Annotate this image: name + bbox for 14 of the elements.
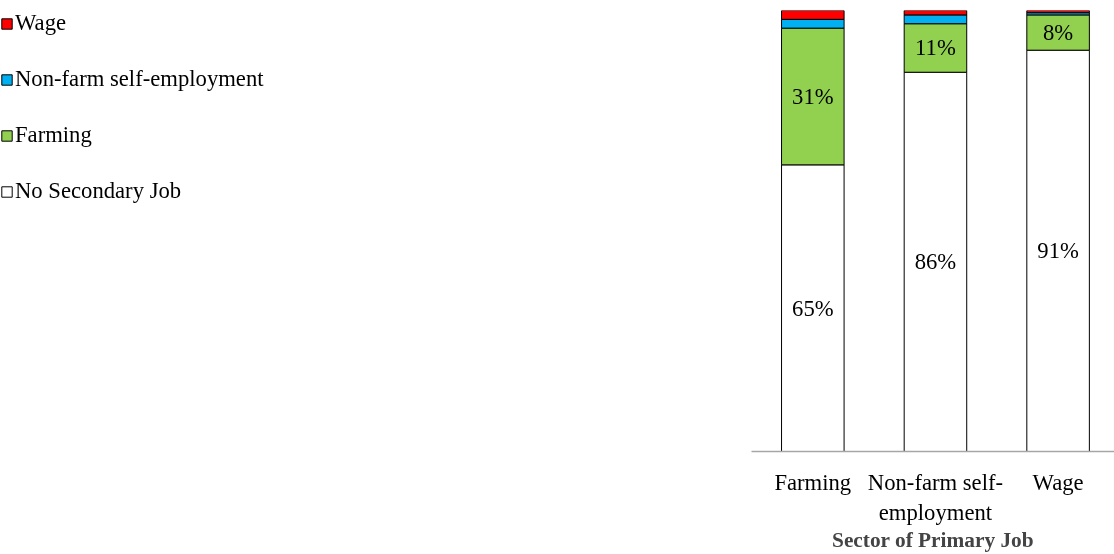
legend-label: Farming (15, 122, 92, 148)
legend-label: No Secondary Job (15, 178, 182, 204)
x-tick-label: Farming (774, 469, 852, 495)
data-label: 86% (914, 249, 957, 275)
data-label: 91% (1037, 238, 1079, 264)
data-label: 65% (792, 295, 834, 321)
legend-label: Non-farm self-employment (15, 66, 264, 92)
data-label: 8% (1042, 20, 1074, 46)
x-axis-title: Sector of Primary Job (832, 527, 1034, 552)
x-tick-label: Wage (1032, 469, 1084, 495)
data-label: 31% (792, 84, 834, 109)
data-label: 11% (915, 35, 956, 61)
legend-label: Wage (15, 10, 67, 36)
x-tick-label: Non-farm self-employment (867, 469, 1004, 525)
